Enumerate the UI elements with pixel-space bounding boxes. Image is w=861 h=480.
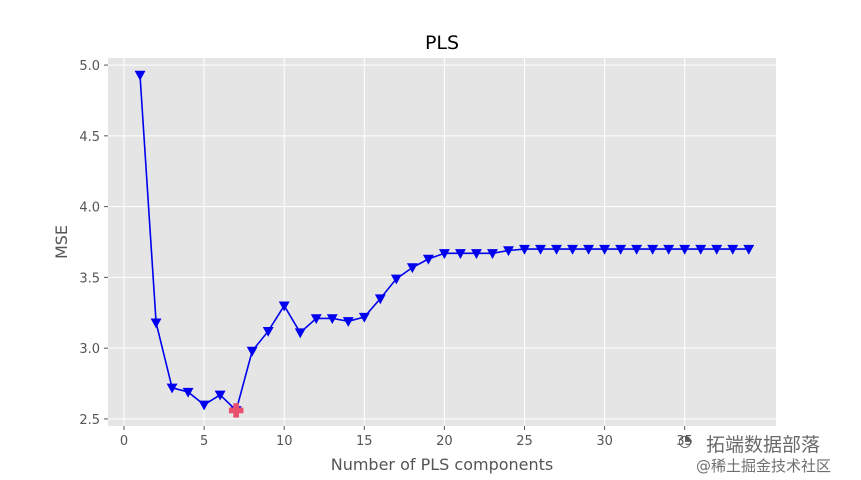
data-point-marker [214, 390, 226, 401]
data-point-marker [487, 249, 498, 259]
x-axis-label: Number of PLS components [331, 455, 554, 474]
data-point-marker [663, 244, 675, 255]
data-point-marker [599, 244, 611, 255]
data-point-marker [262, 326, 274, 337]
x-tick-label: 30 [596, 434, 613, 449]
data-point-marker [278, 301, 290, 312]
data-point-marker [406, 263, 418, 274]
data-point-marker [246, 346, 258, 357]
data-point-marker [134, 70, 146, 81]
data-point-marker [310, 314, 322, 325]
x-tick-label: 10 [276, 434, 293, 449]
data-point-marker [358, 312, 370, 323]
grid-lines [108, 58, 776, 426]
watermark-line2: @稀土掘金技术社区 [696, 457, 832, 475]
plot-background [108, 58, 776, 426]
data-point-marker [470, 249, 482, 259]
data-point-marker [743, 244, 755, 255]
data-point-marker [631, 244, 643, 255]
watermark-line1: 拓端数据部落 [706, 434, 821, 456]
data-point-marker [567, 244, 579, 255]
y-tick-label: 3.0 [79, 342, 100, 357]
data-point-marker [182, 387, 194, 398]
y-tick-label: 4.0 [79, 201, 100, 216]
chart-title: PLS [425, 32, 459, 54]
tick-labels: 0 5 10 15 20 25 30 35 2.5 3.0 3.5 4.0 4.5 5.0 [79, 59, 693, 449]
data-point-marker [390, 274, 402, 285]
y-tick-label: 2.5 [79, 413, 100, 428]
data-point-marker [374, 294, 386, 305]
data-point-marker [198, 400, 210, 411]
y-tick-label: 5.0 [79, 59, 100, 74]
data-point-marker [150, 318, 162, 329]
y-axis-label: MSE [52, 225, 71, 259]
data-point-marker [535, 244, 546, 255]
data-point-marker [679, 244, 691, 255]
data-point-marker [438, 249, 450, 259]
data-point-marker [615, 244, 627, 255]
data-point-marker [711, 244, 723, 255]
x-tick-label: 35 [676, 434, 693, 449]
x-tick-label: 15 [356, 434, 373, 449]
data-point-marker [647, 244, 659, 255]
data-point-marker [583, 244, 595, 255]
data-point-marker [503, 246, 514, 257]
y-tick-label: 4.5 [79, 130, 100, 145]
data-point-marker [695, 244, 707, 255]
data-point-marker [422, 254, 434, 265]
x-tick-label: 25 [516, 434, 533, 449]
data-point-marker [727, 244, 739, 255]
wechat-icon: ◔ [678, 431, 692, 450]
y-tick-label: 3.5 [79, 271, 100, 286]
data-point-marker [294, 328, 306, 339]
data-point-marker [326, 314, 338, 325]
data-point-marker [519, 244, 530, 255]
data-point-marker [454, 249, 466, 259]
x-tick-label: 20 [436, 434, 453, 449]
x-tick-label: 0 [120, 434, 128, 449]
series-layer [134, 70, 755, 418]
min-point-marker [228, 403, 244, 418]
data-point-marker [551, 244, 562, 255]
x-tick-label: 5 [200, 434, 208, 449]
data-point-marker [166, 383, 178, 394]
data-point-marker [342, 317, 354, 327]
